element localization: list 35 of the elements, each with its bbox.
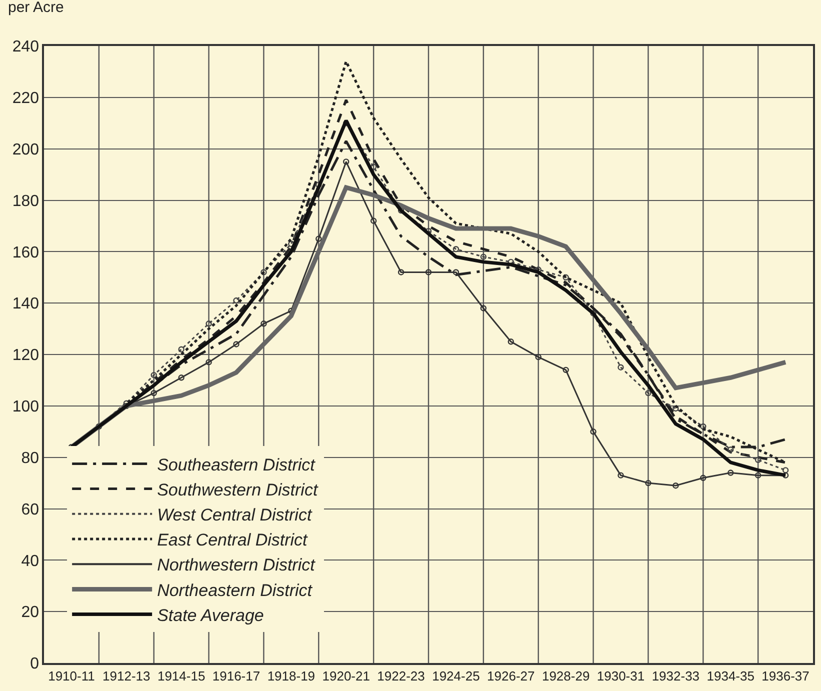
y-tick-label: 80	[21, 450, 40, 467]
x-tick-label: 1922-23	[377, 668, 425, 684]
y-tick-label: 100	[12, 398, 40, 416]
x-tick-label: 1918-19	[267, 668, 316, 684]
y-tick-label: 160	[12, 244, 40, 262]
x-tick-label: 1916-17	[212, 668, 260, 684]
x-tick-label: 1912-13	[102, 668, 150, 684]
y-tick-label: 200	[12, 141, 40, 158]
y-tick-label: 20	[21, 604, 40, 622]
y-tick-label: 240	[12, 38, 40, 56]
x-tick-label: 1920-21	[322, 668, 370, 684]
x-tick-label: 1936-37	[762, 668, 810, 684]
y-tick-label: 220	[12, 90, 40, 108]
legend-label: East Central District	[157, 530, 309, 550]
legend-label: West Central District	[157, 506, 313, 525]
x-tick-label: 1932-33	[652, 668, 700, 684]
legend-label: State Average	[157, 606, 264, 625]
y-axis-title: per Acre	[8, 0, 64, 16]
y-tick-label: 0	[30, 656, 40, 673]
y-tick-label: 120	[12, 347, 40, 364]
y-tick-label: 180	[12, 192, 40, 210]
x-tick-label: 1914-15	[157, 668, 206, 684]
y-tick-label: 140	[12, 296, 40, 313]
x-tick-label: 1926-27	[487, 668, 535, 684]
y-tick-label: 40	[21, 552, 40, 570]
x-tick-label: 1910-11	[48, 668, 95, 684]
legend-label: Southwestern District	[157, 480, 319, 500]
legend-label: Southeastern District	[157, 455, 316, 474]
legend-label: Northwestern District	[157, 556, 316, 575]
x-tick-label: 1928-29	[542, 668, 590, 684]
x-tick-label: 1924-25	[432, 668, 480, 684]
y-tick-label: 60	[21, 501, 40, 518]
x-tick-label: 1930-31	[596, 668, 645, 684]
legend-label: Northeastern District	[157, 580, 314, 600]
x-tick-label: 1934-35	[706, 668, 754, 684]
